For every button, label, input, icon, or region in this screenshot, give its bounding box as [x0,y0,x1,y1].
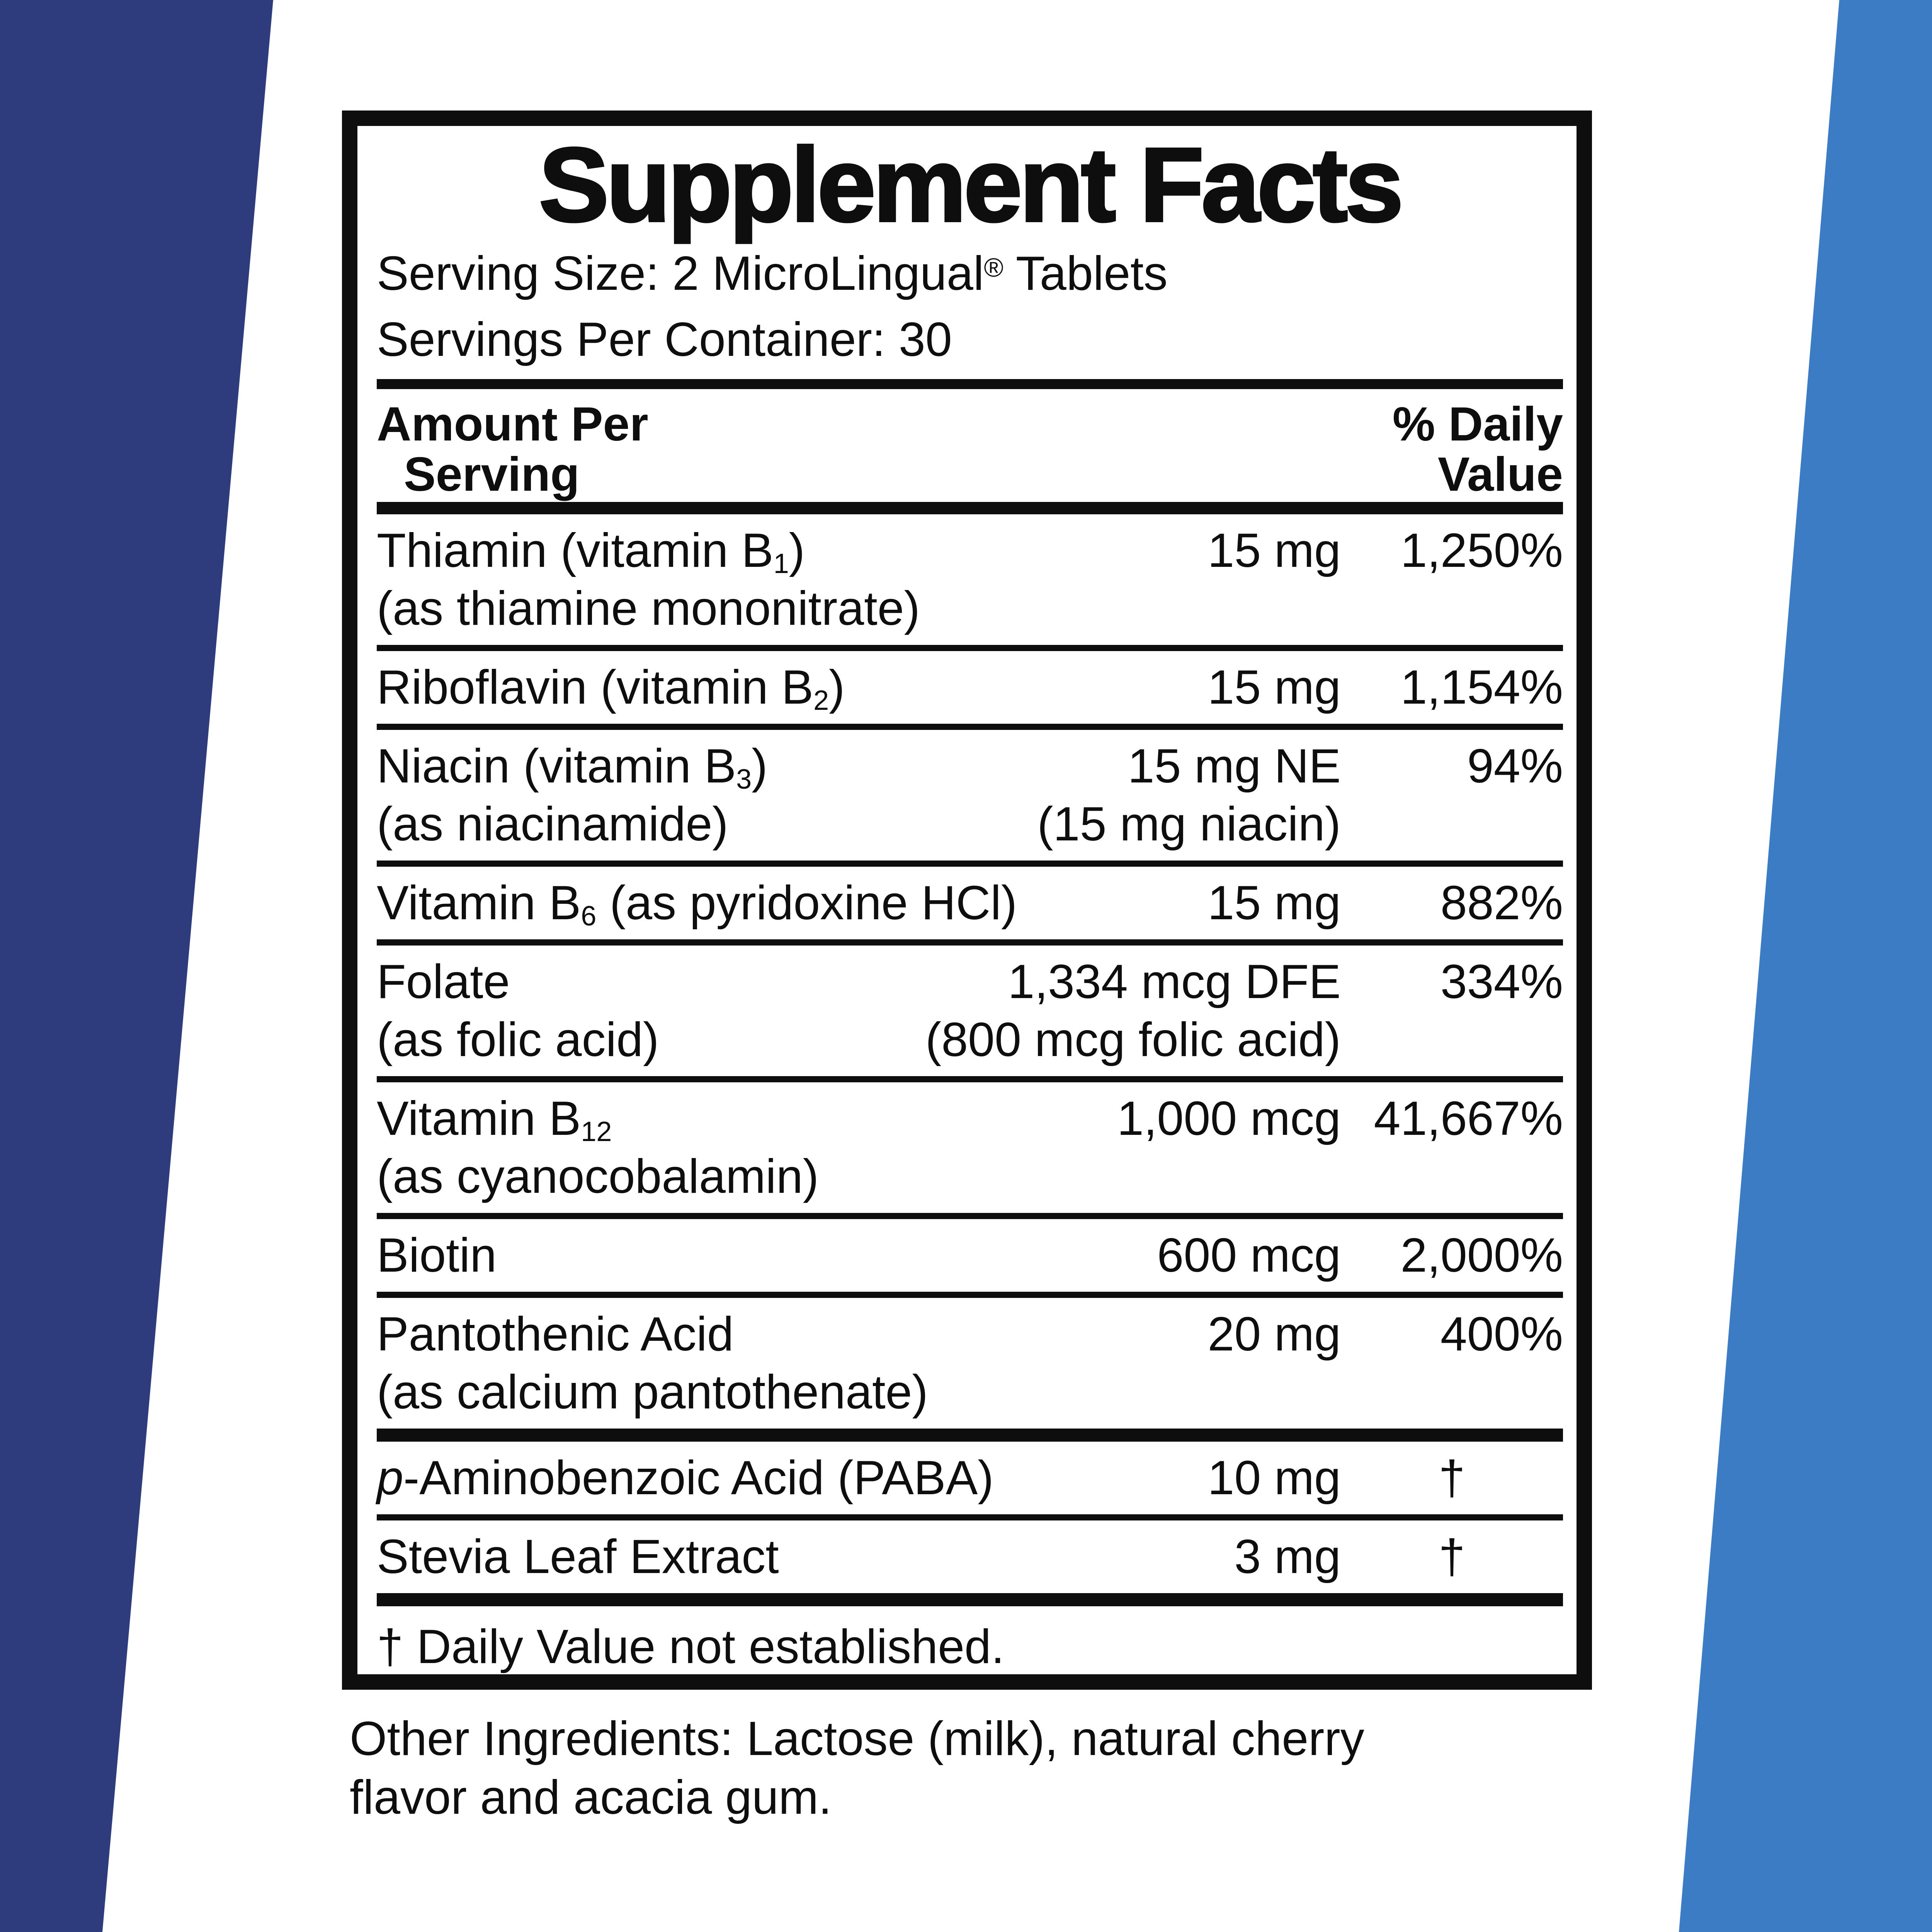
servings-per-container-line: Servings Per Container: 30 [377,313,952,366]
nutrient-source: (as niacinamide) [377,798,728,851]
divider [377,724,1563,730]
row-biotin: Biotin 600 mcg 2,000% [377,1219,1563,1292]
nutrient-source: (as thiamine mononitrate) [377,582,920,635]
nutrient-amount: 15 mg [1208,661,1341,714]
divider [377,861,1563,867]
row-paba: p-Aminobenzoic Acid (PABA) 10 mg † [377,1442,1563,1514]
other-ingredients-line2: flavor and acacia gum. [350,1771,832,1824]
row-niacin: Niacin (vitamin B3) 15 mg NE 94% (as nia… [377,730,1563,861]
nutrient-amount: 15 mg NE [1128,740,1341,793]
left-navy-stripe [0,0,273,1932]
divider [377,1076,1563,1082]
nutrient-name: Vitamin B6 (as pyridoxine HCl) [377,876,1017,932]
nutrient-name: Vitamin B12 [377,1092,612,1147]
nutrient-daily-value: 334% [1440,955,1563,1009]
divider [377,939,1563,946]
nutrient-source: (as cyanocobalamin) [377,1150,819,1203]
nutrient-name: Niacin (vitamin B3) [377,740,768,795]
nutrient-amount: 1,334 mcg DFE [1008,955,1341,1009]
serving-info: Serving Size: 2 MicroLingual® Tablets Se… [377,244,1563,369]
divider-thick [377,379,1563,389]
daily-value-header: % Daily Value [1392,398,1563,501]
nutrient-daily-value: 400% [1440,1308,1563,1361]
divider-thick [377,1429,1563,1442]
divider-thick [377,502,1563,514]
nutrient-daily-value: 2,000% [1400,1229,1563,1282]
nutrient-daily-value: † [1439,1451,1465,1505]
serving-size-line: Serving Size: 2 MicroLingual® Tablets [377,247,1168,300]
right-blue-stripe [1679,0,1932,1932]
nutrient-daily-value: 1,250% [1400,524,1563,577]
nutrient-amount-detail: (800 mcg folic acid) [925,1013,1341,1066]
row-folate: Folate 1,334 mcg DFE 334% (as folic acid… [377,946,1563,1076]
supplement-facts-panel: Supplement Facts Serving Size: 2 MicroLi… [342,111,1592,1690]
divider-thick [377,1593,1563,1606]
nutrient-daily-value: 41,667% [1374,1092,1563,1145]
page-title: Supplement Facts [538,126,1405,243]
nutrient-amount: 15 mg [1208,524,1341,577]
other-ingredients: Other Ingredients: Lactose (milk), natur… [350,1709,1663,1827]
nutrient-amount: 1,000 mcg [1117,1092,1341,1145]
row-thiamin: Thiamin (vitamin B1) 15 mg 1,250% (as th… [377,514,1563,645]
nutrient-name: Thiamin (vitamin B1) [377,524,805,579]
nutrient-daily-value: 94% [1467,740,1563,793]
nutrient-name: Riboflavin (vitamin B2) [377,661,845,716]
nutrient-name: Folate [377,955,510,1009]
amount-per-serving-header: Amount Per Serving [377,398,648,501]
nutrient-amount: 3 mg [1234,1530,1341,1583]
nutrient-source: (as folic acid) [377,1013,659,1066]
divider [377,1213,1563,1219]
other-ingredients-line1: Other Ingredients: Lactose (milk), natur… [350,1712,1364,1765]
nutrient-amount: 600 mcg [1157,1229,1341,1282]
nutrient-amount: 20 mg [1208,1308,1341,1361]
nutrient-amount: 10 mg [1208,1451,1341,1505]
nutrient-name: p-Aminobenzoic Acid (PABA) [377,1451,994,1505]
nutrient-name: Pantothenic Acid [377,1308,734,1361]
divider [377,645,1563,651]
row-vitamin-b6: Vitamin B6 (as pyridoxine HCl) 15 mg 882… [377,867,1563,939]
nutrient-daily-value: 1,154% [1400,661,1563,714]
registered-mark: ® [984,253,1003,282]
row-stevia-leaf-extract: Stevia Leaf Extract 3 mg † [377,1520,1563,1593]
row-vitamin-b12: Vitamin B12 1,000 mcg 41,667% (as cyanoc… [377,1082,1563,1213]
row-pantothenic-acid: Pantothenic Acid 20 mg 400% (as calcium … [377,1298,1563,1429]
nutrient-source: (as calcium pantothenate) [377,1366,928,1419]
divider [377,1292,1563,1298]
column-header-row: Amount Per Serving % Daily Value [377,399,1563,500]
nutrient-amount: 15 mg [1208,876,1341,930]
nutrient-name: Biotin [377,1229,497,1282]
nutrient-name: Stevia Leaf Extract [377,1530,779,1583]
nutrient-daily-value: † [1439,1530,1465,1583]
nutrient-amount-detail: (15 mg niacin) [1037,798,1341,851]
daily-value-footnote: † Daily Value not established. [377,1620,1005,1673]
nutrient-daily-value: 882% [1440,876,1563,930]
row-riboflavin: Riboflavin (vitamin B2) 15 mg 1,154% [377,651,1563,724]
divider [377,1514,1563,1520]
